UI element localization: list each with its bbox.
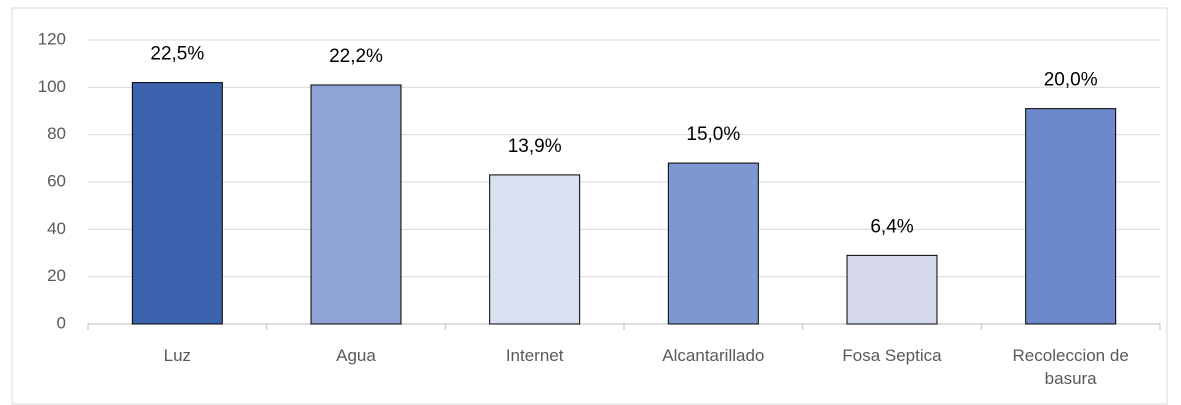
bar: [310, 84, 402, 325]
bar: [489, 174, 581, 325]
y-tick-label: 0: [57, 313, 66, 332]
value-label: 22,5%: [150, 44, 204, 65]
y-tick-label: 120: [38, 29, 66, 48]
x-tick-label: Agua: [336, 346, 376, 365]
x-tick-label: Internet: [505, 346, 564, 365]
value-label: 15,0%: [686, 124, 740, 145]
bar: [667, 162, 759, 325]
y-tick-label: 40: [47, 219, 66, 238]
x-tick-label: Recoleccion de basura: [1012, 346, 1129, 388]
bar: [1025, 108, 1117, 325]
y-tick-label: 20: [47, 266, 66, 285]
x-tick-label: Alcantarillado: [662, 346, 765, 365]
value-label: 6,4%: [870, 216, 913, 237]
chart-border: [11, 7, 1168, 405]
value-label: 13,9%: [508, 136, 562, 157]
value-label: 20,0%: [1044, 70, 1098, 91]
y-tick-label: 60: [47, 171, 66, 190]
bar: [846, 254, 938, 325]
x-tick-label: Fosa Septica: [842, 346, 942, 365]
x-tick-label: Luz: [163, 346, 192, 365]
value-label: 22,2%: [329, 46, 383, 67]
y-tick-label: 100: [38, 77, 66, 96]
bar: [131, 82, 223, 325]
y-tick-label: 80: [47, 124, 66, 143]
